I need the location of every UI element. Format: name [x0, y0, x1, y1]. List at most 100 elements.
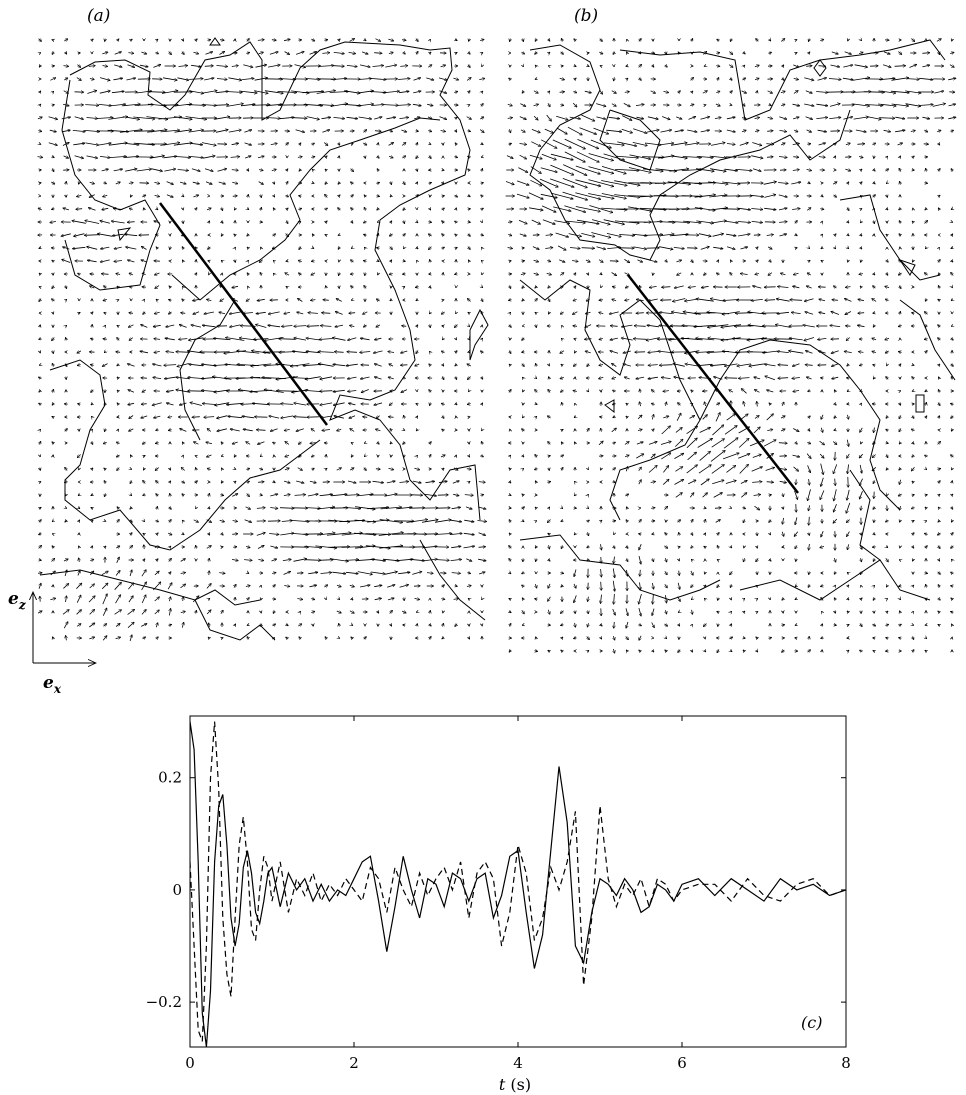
- field-arrow: [455, 143, 456, 145]
- field-arrow: [886, 416, 888, 418]
- field-arrow: [860, 623, 862, 627]
- field-arrow: [808, 182, 810, 183]
- field-arrow: [415, 364, 420, 366]
- field-arrow: [951, 572, 954, 574]
- field-arrow: [536, 481, 537, 483]
- field-arrow: [547, 482, 551, 483]
- field-arrow: [587, 623, 588, 627]
- field-arrow: [834, 598, 835, 600]
- field-arrow: [151, 168, 163, 171]
- field-arrow: [632, 142, 647, 145]
- field-arrow: [885, 286, 890, 287]
- field-arrow: [777, 312, 790, 313]
- field-arrow: [754, 78, 759, 79]
- field-arrow: [251, 363, 272, 366]
- field-arrow: [399, 117, 409, 118]
- field-arrow: [574, 569, 577, 577]
- field-arrow: [535, 286, 537, 288]
- field-arrow: [886, 454, 888, 458]
- field-arrow: [240, 104, 255, 107]
- field-arrow: [587, 364, 589, 367]
- field-arrow: [143, 481, 145, 484]
- field-arrow: [256, 533, 265, 536]
- field-arrow: [625, 608, 628, 615]
- field-arrow: [938, 481, 940, 483]
- field-arrow: [548, 286, 550, 288]
- field-arrow: [73, 247, 86, 248]
- field-arrow: [561, 39, 562, 42]
- field-arrow: [821, 638, 823, 639]
- field-arrow: [322, 53, 329, 54]
- field-arrow: [205, 181, 212, 184]
- field-arrow: [482, 403, 483, 405]
- field-arrow: [154, 195, 160, 196]
- field-arrow: [640, 389, 641, 393]
- field-arrow: [951, 260, 953, 262]
- field-arrow: [39, 144, 40, 145]
- field-arrow: [795, 638, 797, 639]
- field-arrow: [442, 416, 444, 419]
- field-arrow: [540, 167, 557, 172]
- field-arrow: [91, 365, 94, 366]
- field-arrow: [221, 442, 222, 444]
- field-arrow: [873, 507, 875, 509]
- field-arrow: [712, 234, 724, 237]
- field-arrow: [116, 557, 120, 563]
- field-arrow: [469, 260, 470, 262]
- field-arrow: [581, 248, 595, 249]
- field-arrow: [401, 143, 406, 146]
- x-tick-label: 2: [349, 1054, 359, 1072]
- field-arrow: [805, 116, 813, 120]
- field-arrow: [549, 545, 550, 549]
- field-arrow: [325, 182, 327, 184]
- field-arrow: [386, 481, 395, 484]
- field-arrow: [85, 142, 98, 145]
- field-arrow: [507, 118, 513, 119]
- field-arrow: [779, 116, 786, 119]
- field-arrow: [196, 611, 197, 614]
- field-arrow: [847, 247, 848, 248]
- field-arrow: [99, 91, 110, 94]
- field-arrow: [123, 142, 139, 145]
- field-arrow: [553, 206, 571, 211]
- field-arrow: [221, 221, 223, 223]
- field-arrow: [303, 103, 323, 105]
- field-arrow: [286, 195, 289, 197]
- field-arrow: [270, 428, 278, 431]
- field-arrow: [349, 415, 356, 418]
- field-arrow: [520, 103, 525, 107]
- field-arrow: [285, 143, 289, 146]
- field-arrow: [886, 468, 887, 470]
- field-arrow: [298, 299, 303, 302]
- field-arrow: [509, 520, 511, 523]
- field-arrow: [833, 464, 838, 473]
- field-arrow: [221, 481, 222, 483]
- field-arrow: [873, 559, 874, 562]
- field-arrow: [336, 299, 342, 302]
- field-arrow: [308, 313, 318, 314]
- field-arrow: [709, 221, 726, 224]
- field-arrow: [780, 416, 785, 418]
- field-arrow: [912, 313, 915, 314]
- field-arrow: [899, 638, 902, 639]
- field-arrow: [76, 77, 81, 81]
- field-arrow: [542, 219, 555, 224]
- field-arrow: [247, 169, 248, 171]
- field-arrow: [873, 286, 876, 288]
- field-arrow: [581, 114, 594, 121]
- field-arrow: [510, 39, 511, 42]
- field-arrow: [403, 208, 405, 210]
- field-arrow: [677, 272, 682, 275]
- field-arrow: [351, 248, 352, 249]
- field-arrow: [653, 273, 654, 275]
- field-arrow: [885, 351, 889, 353]
- field-arrow: [560, 312, 564, 314]
- field-arrow: [312, 261, 315, 262]
- field-arrow: [886, 234, 888, 235]
- field-arrow: [535, 507, 536, 508]
- field-arrow: [873, 533, 875, 534]
- field-arrow: [899, 286, 901, 289]
- field-arrow: [638, 65, 642, 68]
- field-arrow: [378, 143, 379, 145]
- field-arrow: [704, 546, 706, 547]
